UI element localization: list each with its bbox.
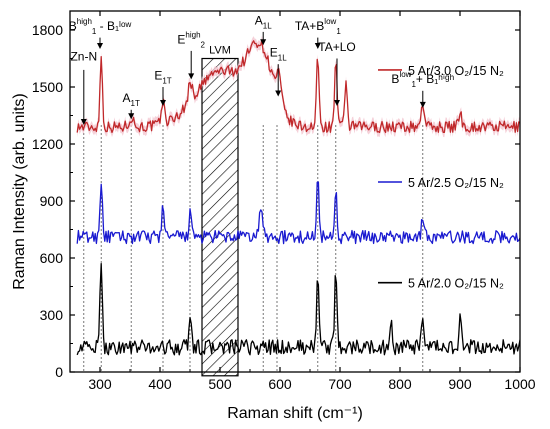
plot-frame bbox=[69, 10, 521, 373]
annotation-e2high: Ehigh2 bbox=[177, 30, 205, 49]
legend-label-0: 5 Ar/3.0 O₂/15 N₂ bbox=[408, 64, 504, 78]
legend-label-2: 5 Ar/2.0 O₂/15 N₂ bbox=[408, 277, 504, 291]
y-tick-label: 0 bbox=[55, 364, 63, 380]
x-tick-label: 700 bbox=[328, 376, 352, 392]
y-tick-label: 1800 bbox=[32, 22, 63, 38]
annotation-arrowhead-e1t bbox=[160, 100, 166, 106]
annotation-arrowhead-a1l bbox=[260, 39, 267, 46]
annotation-arrowhead-zn-n bbox=[80, 119, 87, 125]
annotation-arrowhead-b1-diff bbox=[97, 43, 103, 49]
y-tick-label: 300 bbox=[40, 307, 64, 323]
x-tick-label: 300 bbox=[88, 376, 112, 392]
annotation-zn-n: Zn-N bbox=[70, 49, 97, 63]
x-tick-label: 1000 bbox=[504, 376, 535, 392]
annotation-e1t: E1T bbox=[154, 68, 171, 85]
lvm-band-layer: LVM bbox=[201, 45, 239, 377]
x-tick-label: 400 bbox=[148, 376, 172, 392]
legend-label-1: 5 Ar/2.5 O₂/15 N₂ bbox=[408, 176, 504, 190]
annotation-arrowhead-a1t bbox=[128, 113, 135, 120]
x-tick-label: 500 bbox=[208, 376, 232, 392]
annotation-ta-lo: TA+LO bbox=[318, 40, 355, 54]
y-tick-label: 1200 bbox=[32, 136, 63, 152]
x-tick-label: 600 bbox=[268, 376, 292, 392]
y-tick-label: 600 bbox=[40, 250, 64, 266]
annotation-a1l: A1L bbox=[255, 13, 272, 30]
y-axis-ticks: 0 300 600 900 1200 1500 1800 bbox=[32, 22, 520, 380]
annotation-b1-sum: Blow1+ B₁ʰⁱᵍʰ bbox=[391, 70, 454, 89]
annotation-ta-b1: TA+Blow1 bbox=[295, 17, 341, 36]
series-line-2 bbox=[76, 263, 520, 356]
reference-lines bbox=[83, 125, 424, 372]
annotation-arrowhead-ta-b1 bbox=[314, 43, 321, 49]
annotation-arrowhead-e1l bbox=[275, 90, 282, 97]
y-tick-label: 1500 bbox=[32, 79, 63, 95]
annotation-arrowhead-b1-sum bbox=[419, 101, 426, 108]
x-axis-label: Raman shift (cm⁻¹) bbox=[227, 405, 363, 422]
annotation-a1t: A1T bbox=[123, 91, 140, 108]
annotation-b1-diff: Bhigh1 - B₁ˡᵒʷ bbox=[69, 17, 132, 36]
x-axis-ticks: 300 400 500 600 700 800 900 1000 bbox=[88, 11, 536, 392]
series-line-1 bbox=[76, 181, 520, 245]
annotation-arrowhead-ta-lo bbox=[334, 100, 340, 106]
y-axis-label: Raman Intensity (arb. units) bbox=[11, 93, 28, 290]
spectra-layer bbox=[76, 35, 520, 356]
peak-annotations: Zn-N Bhigh1 - B₁ˡᵒʷ A1T E1T Ehigh2 A1L E1L TA+B… bbox=[69, 13, 455, 125]
x-tick-label: 900 bbox=[448, 376, 472, 392]
lvm-label: LVM bbox=[209, 45, 231, 57]
series-labels: 5 Ar/3.0 O₂/15 N₂ 5 Ar/2.5 O₂/15 N₂ 5 Ar/2… bbox=[378, 64, 504, 291]
annotation-arrowhead-e2high bbox=[188, 73, 195, 80]
lvm-band bbox=[201, 57, 239, 377]
annotation-e1l: E1L bbox=[270, 46, 287, 63]
series-band-0 bbox=[77, 35, 520, 138]
y-tick-label: 900 bbox=[40, 193, 64, 209]
series-line-0 bbox=[76, 39, 520, 134]
x-tick-label: 800 bbox=[388, 376, 412, 392]
